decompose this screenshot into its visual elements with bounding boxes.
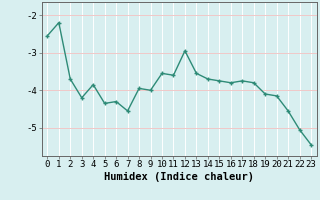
- X-axis label: Humidex (Indice chaleur): Humidex (Indice chaleur): [104, 172, 254, 182]
